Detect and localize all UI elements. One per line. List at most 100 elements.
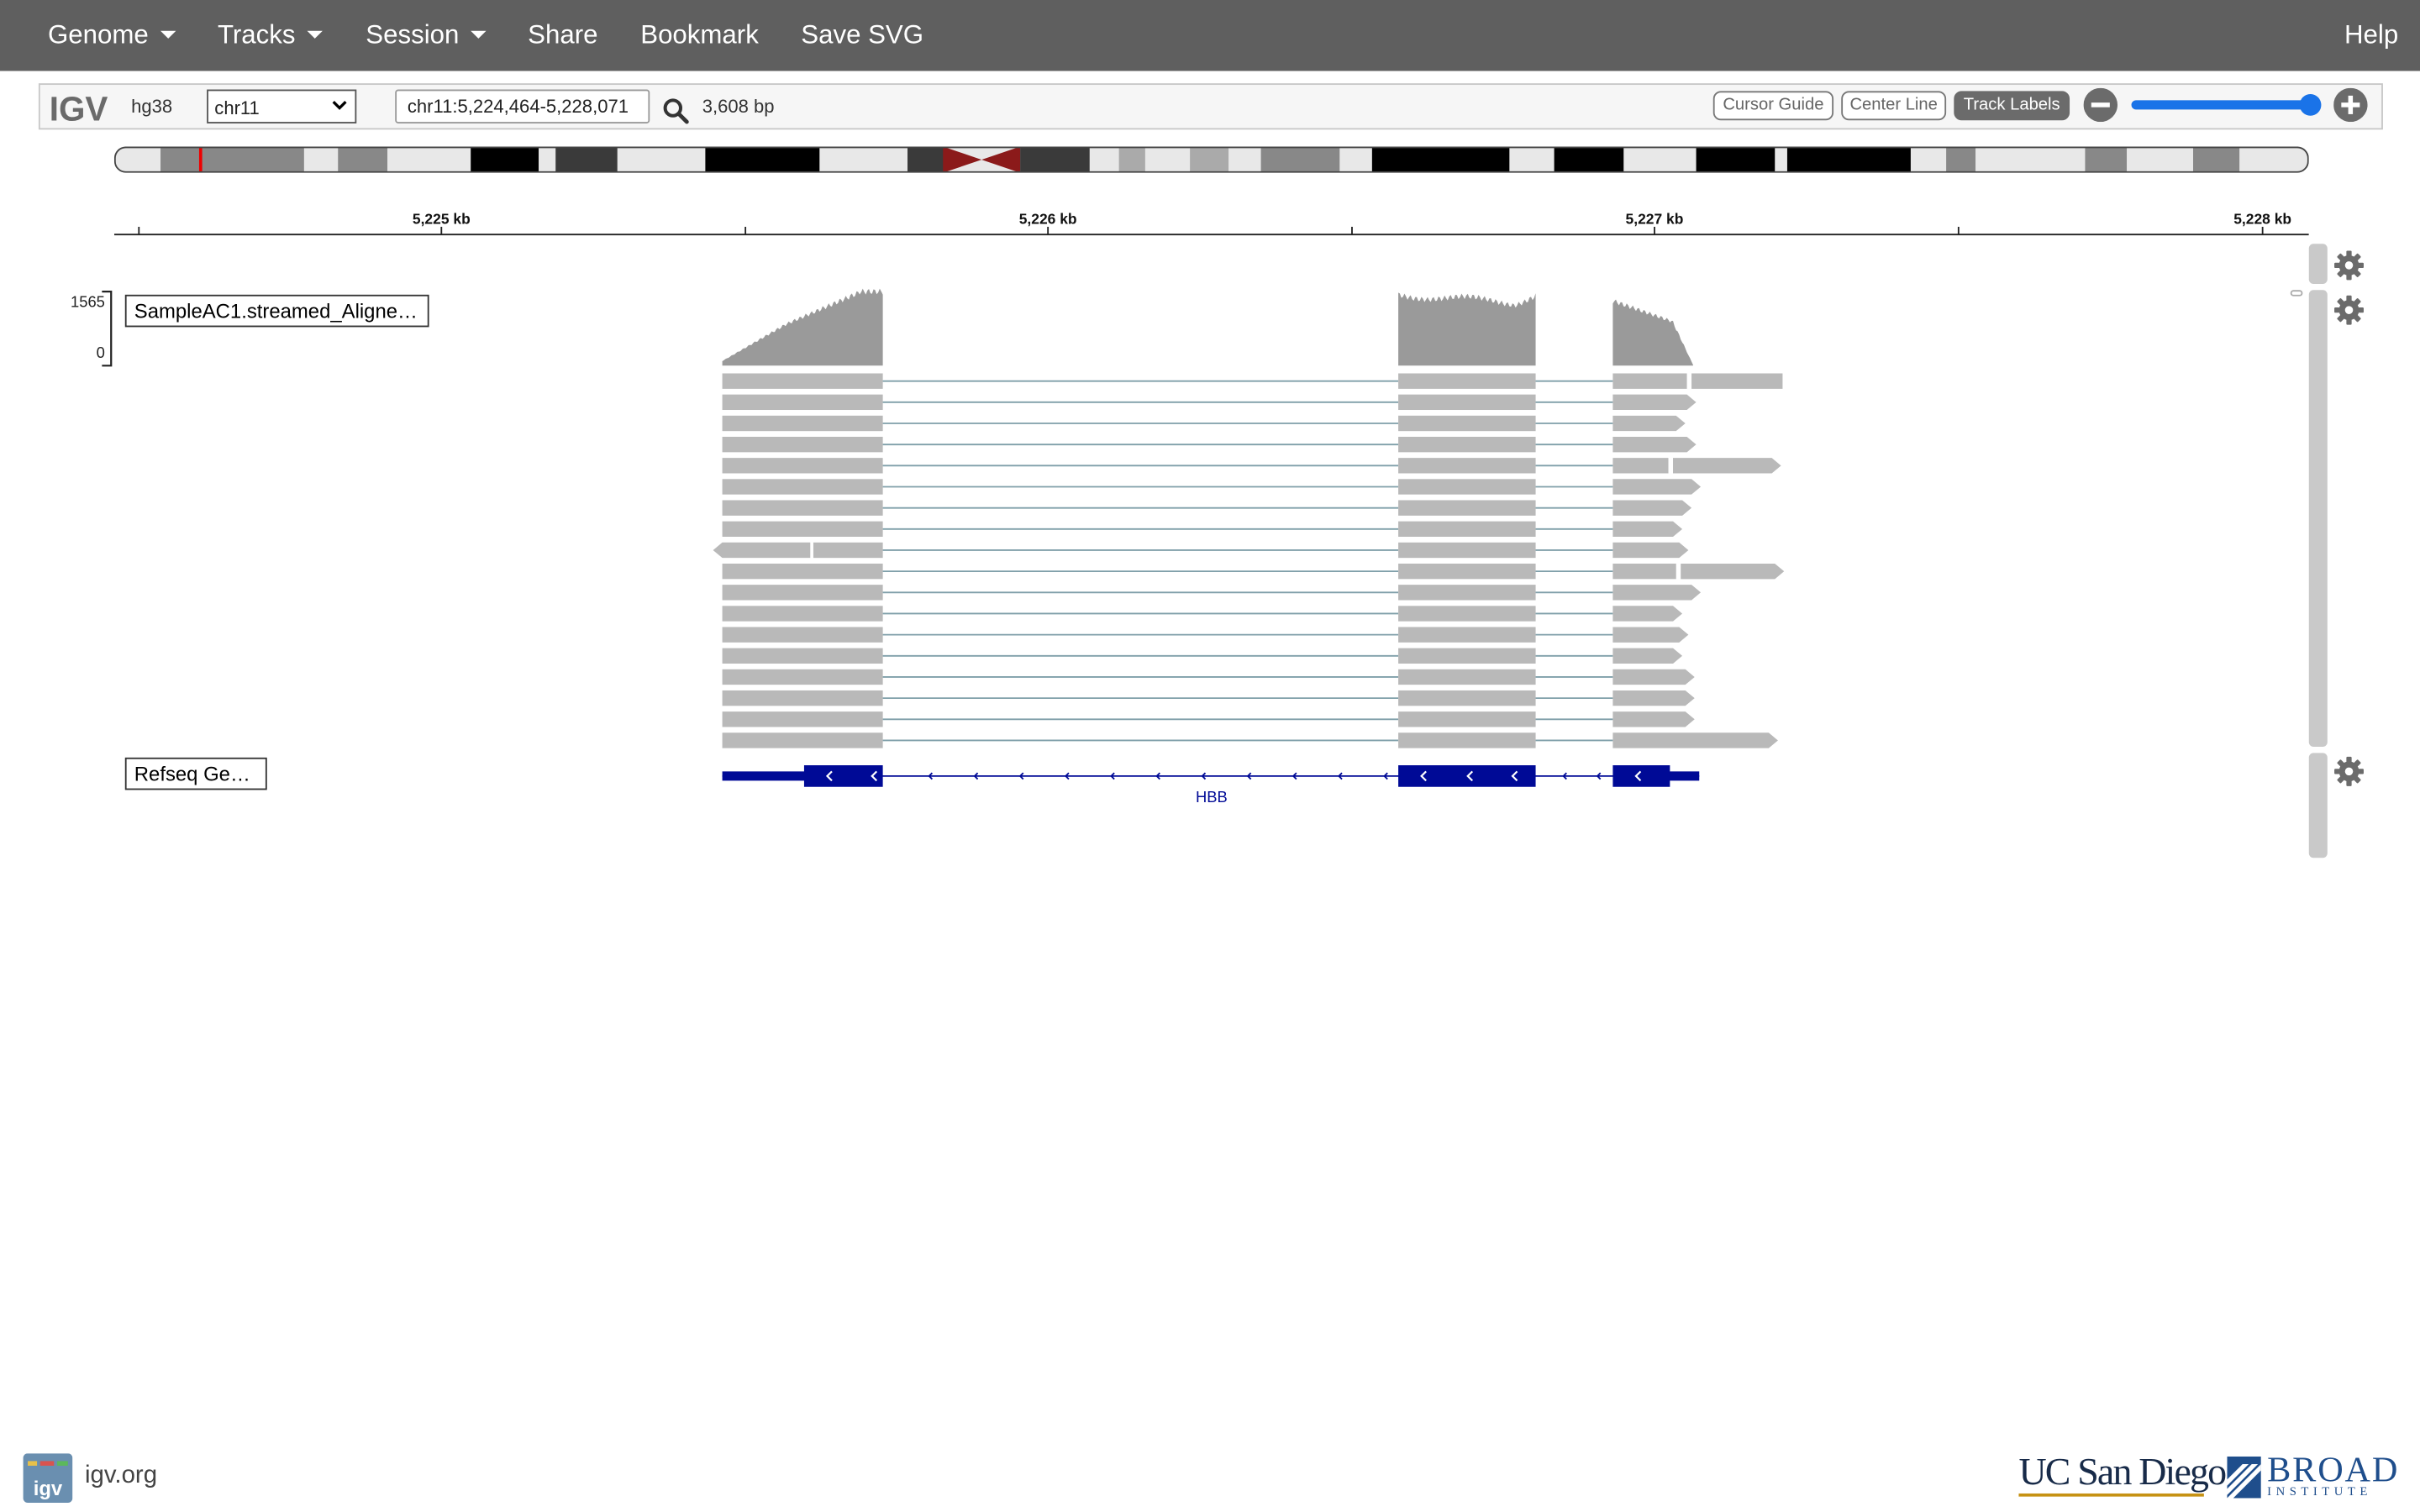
cursor-guide-button[interactable]: Cursor Guide [1712,91,1834,121]
gear-icon[interactable] [2333,250,2365,281]
read-row [722,648,1683,664]
chevron-down-icon [308,30,324,39]
chromosome-select[interactable]: chr11 [207,89,357,123]
read-block [722,606,883,622]
locus-search-input[interactable]: chr11:5,224,464-5,228,071 [395,89,650,123]
read-block [1398,606,1536,622]
strand-chevron [871,770,878,782]
read-row [722,521,1683,538]
read-alignments [713,373,1785,748]
session-menu-label: Session [366,19,460,50]
ruler-axis [113,227,2309,236]
genome-menu[interactable]: Genome [48,0,176,71]
refseq-track-scrollbar[interactable] [2308,753,2328,858]
zoom-slider[interactable] [2131,92,2322,117]
read-block [1398,542,1536,559]
read-block [1612,415,1686,432]
gear-icon[interactable] [2333,295,2365,326]
read-block [1398,500,1536,516]
top-navbar: Genome Tracks Session Share Bookmark Sav… [0,0,2420,71]
read-row [722,606,1683,622]
read-block [813,542,883,559]
read-block [722,563,883,580]
read-row [722,669,1695,685]
ruler-tick-label: 5,227 kb [1625,211,1684,228]
center-line-button[interactable]: Center Line [1841,91,1947,121]
chevron-down-icon [332,101,347,110]
zoom-out-icon[interactable] [2083,87,2118,123]
read-block [722,479,883,495]
share-button[interactable]: Share [528,19,598,50]
igv-org-link[interactable]: igv.org [85,1462,158,1489]
strand-chevron [1110,772,1115,780]
coverage-scale-bracket [102,291,113,367]
read-block [722,458,883,474]
read-block [722,585,883,601]
ruler-track-scrollbar[interactable] [2308,244,2328,284]
read-block [1612,690,1695,706]
gear-icon[interactable] [2333,756,2365,787]
help-button[interactable]: Help [2344,19,2399,50]
read-block [722,627,883,643]
coverage-histogram [722,288,1693,366]
bookmark-button[interactable]: Bookmark [640,19,759,50]
hbb-gene-model [722,765,1700,787]
search-icon[interactable] [662,97,690,125]
read-block [722,415,883,432]
strand-chevron [1246,772,1252,780]
save-svg-button[interactable]: Save SVG [801,19,924,50]
strand-chevron [1338,772,1343,780]
read-row [722,732,1778,748]
read-block [1612,627,1689,643]
tracks-menu[interactable]: Tracks [218,0,324,71]
alignment-track-scrollbar[interactable] [2308,290,2328,747]
read-block [1398,669,1536,685]
read-block [713,542,811,559]
read-block [1691,373,1783,389]
strand-chevron [1201,772,1207,780]
strand-chevron [1383,772,1388,780]
gene-exon [803,765,883,787]
chevron-down-icon [160,30,176,39]
gene-utr [1668,771,1700,781]
read-block [1398,436,1536,453]
read-block [1398,479,1536,495]
read-block [1398,458,1536,474]
read-block [722,690,883,706]
gene-name-label[interactable]: HBB [1195,790,1228,807]
read-row [722,373,1783,389]
read-row [722,585,1702,601]
chromosome-select-value: chr11 [214,97,260,119]
strand-chevron [1466,770,1474,782]
genome-label[interactable]: hg38 [131,95,173,118]
track-labels-button[interactable]: Track Labels [1954,91,2070,121]
read-block [1398,563,1536,580]
chromosome-ideogram[interactable] [113,146,2309,173]
read-block [722,669,883,685]
read-block [1398,521,1536,538]
read-block [1673,458,1781,474]
strand-chevron [1596,772,1602,780]
read-block [722,500,883,516]
broad-institute-logo[interactable]: BROAD [2267,1450,2400,1489]
read-block [1398,373,1536,389]
read-block [722,521,883,538]
read-block [1612,479,1702,495]
alignment-track-canvas[interactable] [0,232,2420,818]
alignment-track-label[interactable]: SampleAC1.streamed_Aligne… [124,294,429,328]
strand-chevron [928,772,934,780]
read-block [1398,711,1536,727]
strand-chevron [1064,772,1070,780]
read-block [1398,415,1536,432]
ruler-tick-label: 5,225 kb [412,211,471,228]
read-row [722,711,1695,727]
igv-org-logo[interactable]: igv [23,1453,73,1503]
read-block [1612,521,1683,538]
session-menu[interactable]: Session [366,0,487,71]
ucsd-logo[interactable]: UC San Diego [2018,1452,2227,1494]
strand-chevron [1018,772,1024,780]
read-block [1398,585,1536,601]
read-block [1398,627,1536,643]
refseq-track-label[interactable]: Refseq Genes [124,757,267,790]
zoom-in-icon[interactable] [2333,87,2368,123]
